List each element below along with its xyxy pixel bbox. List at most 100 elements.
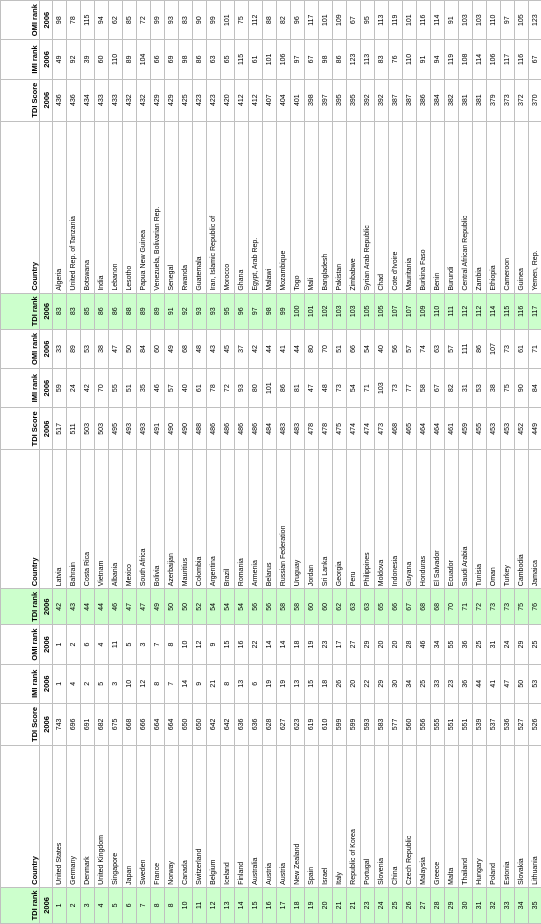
tdi-rank-cell: 98 (262, 293, 277, 330)
imi-rank-cell: 9 (192, 664, 207, 704)
imi-rank-cell: 67 (304, 39, 319, 80)
country-cell: Republic of Korea (346, 745, 361, 888)
tdi-rank-cell: 85 (80, 293, 95, 330)
country-cell: Ethiopia (486, 121, 501, 294)
omi-rank-cell: 48 (192, 329, 207, 369)
tdi-rank-cell: 5 (108, 887, 123, 924)
omi-rank-header: OMI rank (0, 329, 40, 369)
tdi-rank-cell: 35 (528, 887, 541, 924)
omi-rank-cell: 99 (150, 0, 165, 40)
tdi-rank-cell: 76 (528, 588, 541, 625)
omi-rank-cell: 29 (360, 624, 375, 665)
imi-rank-cell: 7 (164, 664, 179, 704)
imi-rank-cell: 6 (248, 664, 263, 704)
country-cell: Thailand (458, 745, 473, 888)
imi-rank-cell: 19 (262, 664, 277, 704)
tdi-score-cell: 610 (318, 703, 333, 746)
tdi-rank-cell: 92 (178, 293, 193, 330)
country-cell: Burundi (444, 121, 459, 294)
country-cell: Malawi (262, 121, 277, 294)
tdi-rank-cell: 4 (94, 887, 109, 924)
tdi-score-cell: 486 (220, 407, 235, 450)
country-cell: United Kingdom (94, 745, 109, 888)
tdi-score-cell: 452 (514, 407, 529, 450)
tdi-score-cell: 495 (108, 407, 123, 450)
tdi-rank-cell: 73 (486, 588, 501, 625)
tdi-rank-cell: 46 (108, 588, 123, 625)
table-row: 17 Austria 627 19 14 58 Russian Federation 483 8… (276, 0, 291, 924)
tdi-score-cell: 433 (108, 79, 123, 122)
omi-rank-cell: 16 (234, 624, 249, 665)
tdi-score-cell: 696 (66, 703, 81, 746)
tdi-score-cell: 560 (402, 703, 417, 746)
imi-rank-cell: 3 (108, 664, 123, 704)
country-cell: Mozambique (276, 121, 291, 294)
header-row: TDI rank Country TDI Score IMI rank OMI … (0, 0, 40, 924)
omi-rank-cell: 101 (318, 0, 333, 40)
country-cell: Tunisia (472, 449, 487, 589)
imi-rank-cell: 69 (164, 39, 179, 80)
imi-rank-cell: 53 (528, 664, 541, 704)
imi-rank-cell: 67 (528, 39, 541, 80)
tdi-rank-cell: 26 (402, 887, 417, 924)
tdi-score-cell: 664 (164, 703, 179, 746)
imi-rank-cell: 61 (248, 39, 263, 80)
omi-rank-cell: 113 (374, 0, 389, 40)
tdi-score-cell: 420 (220, 79, 235, 122)
tdi-rank-cell: 107 (402, 293, 417, 330)
imi-rank-cell: 97 (290, 39, 305, 80)
table-row: 3 Denmark 691 2 6 44 Costa Rica 503 42 53 85 Botswa… (80, 0, 95, 924)
omi-rank-cell: 72 (136, 0, 151, 40)
omi-rank-cell: 25 (472, 624, 487, 665)
country-cell: Morocco (220, 121, 235, 294)
imi-rank-cell: 10 (122, 664, 137, 704)
country-cell: Iran, Islamic Republic of (206, 121, 221, 294)
tdi-score-cell: 429 (164, 79, 179, 122)
tdi-rank-cell: 67 (402, 588, 417, 625)
tdi-score-cell: 493 (136, 407, 151, 450)
table-row: 25 China 577 30 20 66 Indonesia 468 73 56 107 Cote … (388, 0, 403, 924)
country-cell: Colombia (192, 449, 207, 589)
table-row: 27 Malaysia 556 25 46 68 Honduras 464 58 74 109 Bur… (416, 0, 431, 924)
imi-rank-cell: 78 (206, 368, 221, 408)
country-cell: Ghana (234, 121, 249, 294)
tdi-score-cell: 650 (178, 703, 193, 746)
omi-rank-cell: 20 (374, 624, 389, 665)
country-cell: Pakistan (332, 121, 347, 294)
country-cell: Portugal (360, 745, 375, 888)
country-cell: China (388, 745, 403, 888)
omi-rank-cell: 61 (514, 329, 529, 369)
omi-rank-cell: 85 (122, 0, 137, 40)
imi-rank-cell: 101 (262, 368, 277, 408)
imi-rank-cell: 94 (430, 39, 445, 80)
table-row: 8 Norway 664 7 8 50 Azerbaijan 490 57 49 91 Senegal… (164, 0, 179, 924)
tdi-rank-cell: 116 (514, 293, 529, 330)
tdi-rank-cell: 54 (206, 588, 221, 625)
country-cell: Greece (430, 745, 445, 888)
table-row: 29 Malta 551 23 55 70 Ecuador 461 82 57 111 Burundi… (444, 0, 459, 924)
imi-rank-cell: 70 (94, 368, 109, 408)
country-cell: Vietnam (94, 449, 109, 589)
tdi-rank-cell: 63 (360, 588, 375, 625)
imi-rank-cell: 29 (374, 664, 389, 704)
year-label: 2006 (39, 368, 53, 408)
tdi-rank-cell: 117 (528, 293, 541, 330)
tdi-score-cell: 484 (262, 407, 277, 450)
tdi-score-cell: 536 (500, 703, 515, 746)
omi-rank-cell: 46 (416, 624, 431, 665)
omi-rank-cell: 103 (458, 0, 473, 40)
country-cell: Honduras (416, 449, 431, 589)
country-cell: Denmark (80, 745, 95, 888)
tdi-rank-cell: 93 (206, 293, 221, 330)
tdi-rank-cell: 25 (388, 887, 403, 924)
tdi-score-cell: 556 (416, 703, 431, 746)
country-cell: Switzerland (192, 745, 207, 888)
country-cell: Belgium (206, 745, 221, 888)
country-cell: Finland (234, 745, 249, 888)
omi-rank-cell: 36 (458, 624, 473, 665)
country-cell: El Salvador (430, 449, 445, 589)
omi-rank-cell: 60 (150, 329, 165, 369)
omi-rank-cell: 62 (108, 0, 123, 40)
table-row: 2 Germany 696 4 2 43 Bahrain 511 24 89 83 United Re… (66, 0, 81, 924)
